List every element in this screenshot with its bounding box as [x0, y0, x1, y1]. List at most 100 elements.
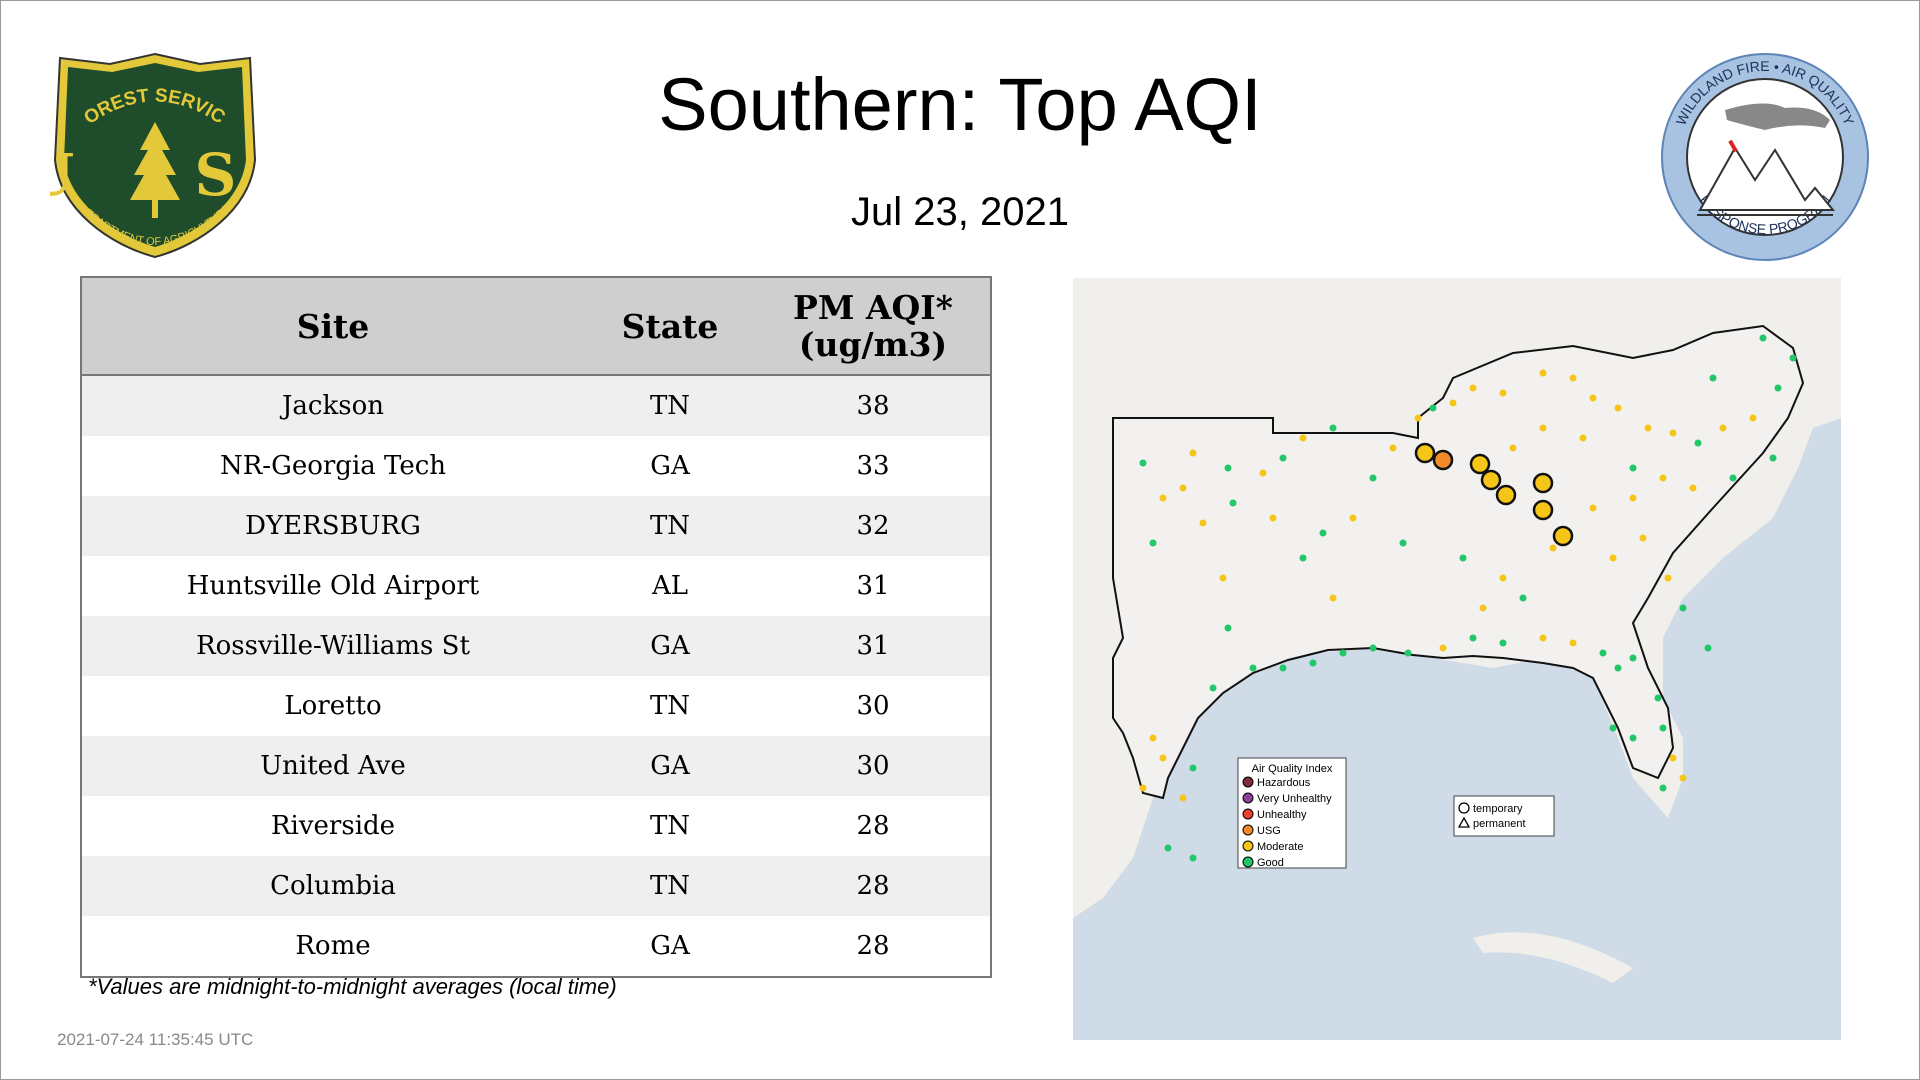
site-marker	[1189, 764, 1197, 772]
cell-aqi: 32	[756, 496, 991, 556]
site-marker	[1579, 434, 1587, 442]
legend-label: Very Unhealthy	[1257, 793, 1332, 805]
site-marker	[1139, 784, 1147, 792]
site-marker	[1629, 734, 1637, 742]
site-marker	[1269, 514, 1277, 522]
site-marker	[1414, 414, 1422, 422]
site-marker	[1539, 424, 1547, 432]
site-marker	[1689, 484, 1697, 492]
page-title: Southern: Top AQI	[658, 63, 1262, 146]
site-marker	[1329, 594, 1337, 602]
legend-label: Unhealthy	[1257, 809, 1307, 821]
top-site-marker	[1414, 442, 1436, 464]
site-marker	[1209, 684, 1217, 692]
site-marker	[1719, 424, 1727, 432]
cell-aqi: 28	[756, 796, 991, 856]
smoke-plume-icon	[1725, 103, 1830, 130]
map-island-cuba	[1473, 932, 1633, 983]
cell-site: DYERSBURG	[81, 496, 584, 556]
top-aqi-table: Site State PM AQI* (ug/m3) Jackson TN 38 NR…	[80, 276, 992, 978]
mountains-icon	[1698, 146, 1836, 211]
site-marker	[1139, 459, 1147, 467]
legend-title: Air Quality Index	[1252, 763, 1333, 775]
site-marker	[1279, 454, 1287, 462]
cell-site: Rossville-Williams St	[81, 616, 584, 676]
legend-swatch	[1242, 792, 1254, 804]
map-legend: Air Quality Index Hazardous Very Unhealth…	[1237, 757, 1347, 869]
cell-site: Columbia	[81, 856, 584, 916]
site-marker	[1589, 504, 1597, 512]
site-marker	[1224, 464, 1232, 472]
legend-label: USG	[1257, 825, 1281, 837]
cell-aqi: 28	[756, 916, 991, 977]
site-marker	[1499, 574, 1507, 582]
site-marker	[1469, 634, 1477, 642]
legend-swatch	[1242, 840, 1254, 852]
site-marker	[1774, 384, 1782, 392]
site-marker	[1179, 794, 1187, 802]
marker-type-temporary: temporary	[1473, 803, 1523, 815]
cell-aqi: 28	[756, 856, 991, 916]
permanent-marker-icon	[1457, 816, 1471, 828]
header-state: State	[584, 277, 756, 376]
site-marker	[1694, 439, 1702, 447]
cell-state: GA	[584, 616, 756, 676]
cell-state: GA	[584, 436, 756, 496]
top-site-marker	[1532, 499, 1554, 521]
site-marker	[1509, 444, 1517, 452]
flame-marker-icon	[1728, 139, 1738, 153]
pine-tree-icon	[130, 122, 180, 218]
site-marker	[1329, 424, 1337, 432]
cell-state: TN	[584, 496, 756, 556]
site-marker	[1644, 424, 1652, 432]
site-marker	[1224, 624, 1232, 632]
site-marker	[1609, 724, 1617, 732]
top-site-marker	[1480, 469, 1502, 491]
site-marker	[1549, 544, 1557, 552]
page-date: Jul 23, 2021	[851, 190, 1069, 234]
cell-state: GA	[584, 736, 756, 796]
site-marker	[1249, 664, 1257, 672]
site-marker	[1159, 754, 1167, 762]
site-marker	[1389, 444, 1397, 452]
site-marker	[1749, 414, 1757, 422]
cell-aqi: 30	[756, 676, 991, 736]
site-marker	[1229, 499, 1237, 507]
forest-service-shield-logo: FOREST SERVICE U S DEPARTMENT OF AGRICUL…	[50, 50, 257, 259]
site-marker	[1159, 494, 1167, 502]
marker-type-legend: temporary permanent	[1453, 795, 1555, 837]
site-marker	[1669, 754, 1677, 762]
site-marker	[1279, 664, 1287, 672]
site-marker	[1179, 484, 1187, 492]
table-row: Loretto TN 30	[81, 676, 991, 736]
site-marker	[1149, 734, 1157, 742]
table-row: Rome GA 28	[81, 916, 991, 977]
header-pm-aqi-line2: (ug/m3)	[798, 325, 948, 364]
site-marker	[1539, 634, 1547, 642]
site-marker	[1369, 474, 1377, 482]
site-marker	[1339, 649, 1347, 657]
site-marker	[1299, 434, 1307, 442]
site-marker	[1399, 539, 1407, 547]
cell-site: Jackson	[81, 375, 584, 436]
table-row: Huntsville Old Airport AL 31	[81, 556, 991, 616]
cell-site: Riverside	[81, 796, 584, 856]
site-marker	[1614, 404, 1622, 412]
table-row: Jackson TN 38	[81, 375, 991, 436]
site-marker	[1599, 649, 1607, 657]
legend-swatch	[1242, 824, 1254, 836]
site-marker	[1614, 664, 1622, 672]
site-marker	[1189, 854, 1197, 862]
site-marker	[1499, 639, 1507, 647]
site-marker	[1479, 604, 1487, 612]
header-site: Site	[81, 277, 584, 376]
cell-aqi: 38	[756, 375, 991, 436]
site-marker	[1149, 539, 1157, 547]
cell-aqi: 31	[756, 616, 991, 676]
site-marker	[1679, 774, 1687, 782]
top-site-marker	[1469, 453, 1491, 475]
cell-site: United Ave	[81, 736, 584, 796]
site-marker	[1429, 404, 1437, 412]
site-marker	[1449, 399, 1457, 407]
table-row: Rossville-Williams St GA 31	[81, 616, 991, 676]
